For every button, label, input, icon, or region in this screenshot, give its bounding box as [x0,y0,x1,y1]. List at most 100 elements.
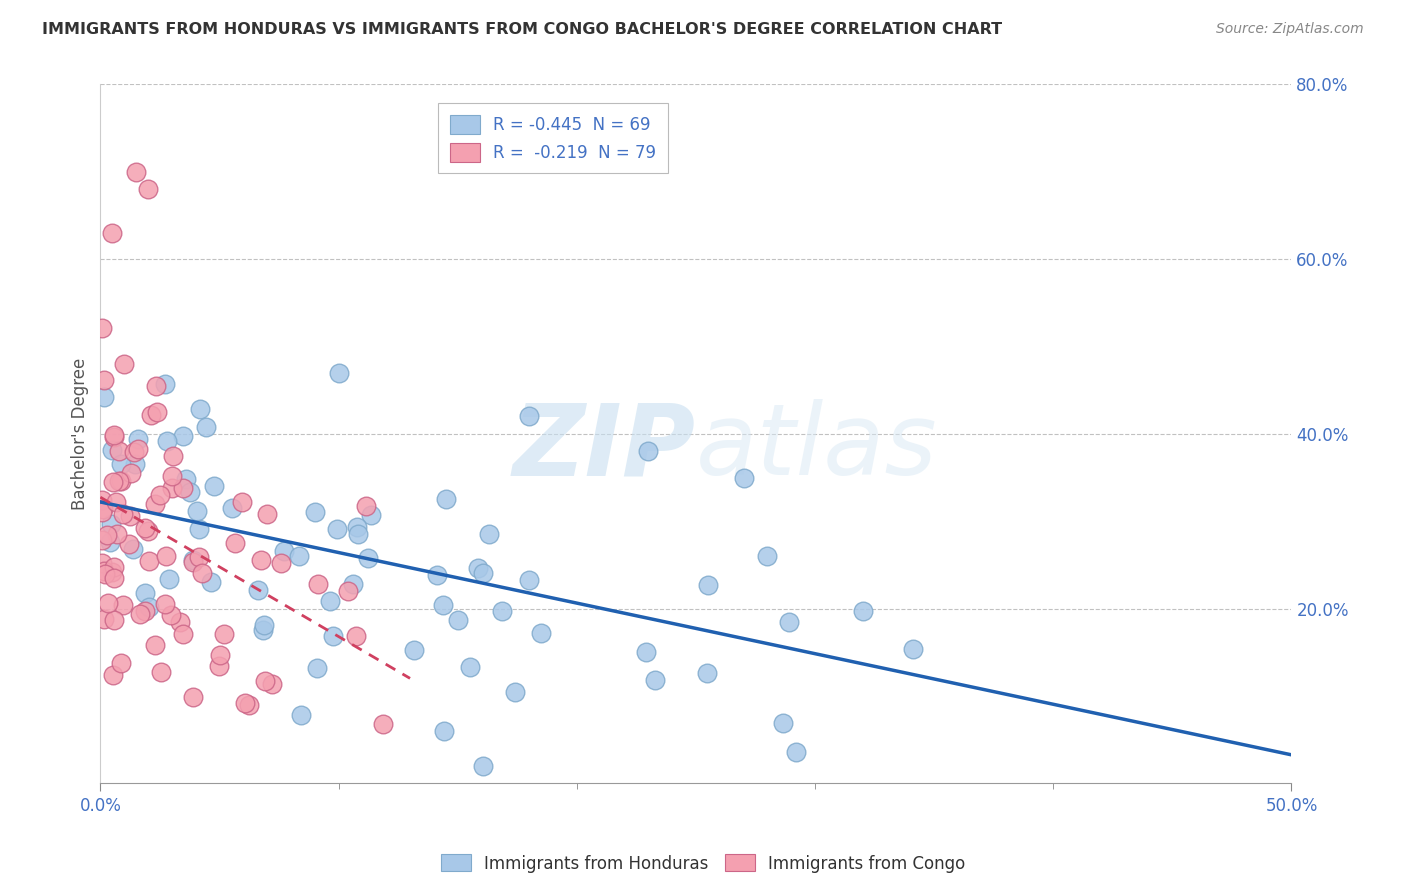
Point [238,698,260,713]
Point [104,495,127,509]
Point [97,596,120,610]
Point [253,673,276,688]
Point [160,481,183,495]
Y-axis label: Bachelor's Degree: Bachelor's Degree [72,358,89,510]
Point [221,500,243,515]
Point [696,666,718,681]
Point [172,429,194,443]
Point [371,717,394,731]
Point [160,468,183,483]
Point [145,378,167,392]
Point [138,554,160,568]
Point [101,226,124,240]
Point [322,629,344,643]
Point [357,551,380,566]
Point [93,391,115,405]
Point [472,566,495,580]
Point [136,524,159,538]
Point [195,419,218,434]
Point [156,434,179,448]
Point [98,534,121,549]
Point [179,484,201,499]
Point [253,618,276,632]
Point [183,690,205,704]
Point [150,665,173,679]
Point [93,612,115,626]
Point [208,648,231,662]
Point [503,685,526,699]
Point [326,522,349,536]
Point [346,519,368,533]
Point [434,492,457,507]
Point [134,585,156,599]
Point [96,528,118,542]
Point [471,759,494,773]
Point [103,571,125,585]
Point [328,366,350,380]
Point [188,401,211,416]
Point [188,550,211,565]
Point [172,626,194,640]
Point [105,526,128,541]
Point [155,549,177,563]
Point [319,594,342,608]
Point [307,576,329,591]
Point [785,745,807,759]
Point [100,516,122,531]
Point [90,556,112,570]
Point [491,603,513,617]
Point [224,535,246,549]
Point [91,502,114,516]
Point [94,566,117,581]
Point [250,553,273,567]
Point [247,583,270,598]
Point [233,697,256,711]
Point [134,521,156,535]
Point [181,553,204,567]
Point [447,613,470,627]
Point [467,560,489,574]
Legend: R = -0.445  N = 69, R =  -0.219  N = 79: R = -0.445 N = 69, R = -0.219 N = 79 [439,103,668,173]
Text: atlas: atlas [696,400,938,496]
Point [517,409,540,424]
Point [200,574,222,589]
Point [146,405,169,419]
Point [696,577,718,591]
Point [304,505,326,519]
Point [208,659,231,673]
Point [478,526,501,541]
Text: ZIP: ZIP [513,400,696,496]
Point [337,584,360,599]
Point [181,555,204,569]
Point [402,643,425,657]
Point [149,488,172,502]
Point [112,507,135,521]
Point [136,182,159,196]
Point [852,604,875,618]
Point [122,445,145,459]
Point [432,599,454,613]
Point [91,492,114,507]
Point [90,506,112,520]
Point [756,549,779,563]
Legend: Immigrants from Honduras, Immigrants from Congo: Immigrants from Honduras, Immigrants fro… [434,847,972,880]
Point [305,661,328,675]
Point [93,373,115,387]
Point [162,450,184,464]
Point [108,475,131,489]
Point [287,549,309,563]
Point [637,444,659,458]
Point [176,472,198,486]
Point [129,607,152,622]
Point [256,507,278,521]
Point [426,568,449,582]
Point [134,604,156,618]
Text: IMMIGRANTS FROM HONDURAS VS IMMIGRANTS FROM CONGO BACHELOR'S DEGREE CORRELATION : IMMIGRANTS FROM HONDURAS VS IMMIGRANTS F… [42,22,1002,37]
Point [517,574,540,588]
Point [530,626,553,640]
Point [260,676,283,690]
Point [172,481,194,495]
Point [118,537,141,551]
Point [127,442,149,456]
Point [155,597,177,611]
